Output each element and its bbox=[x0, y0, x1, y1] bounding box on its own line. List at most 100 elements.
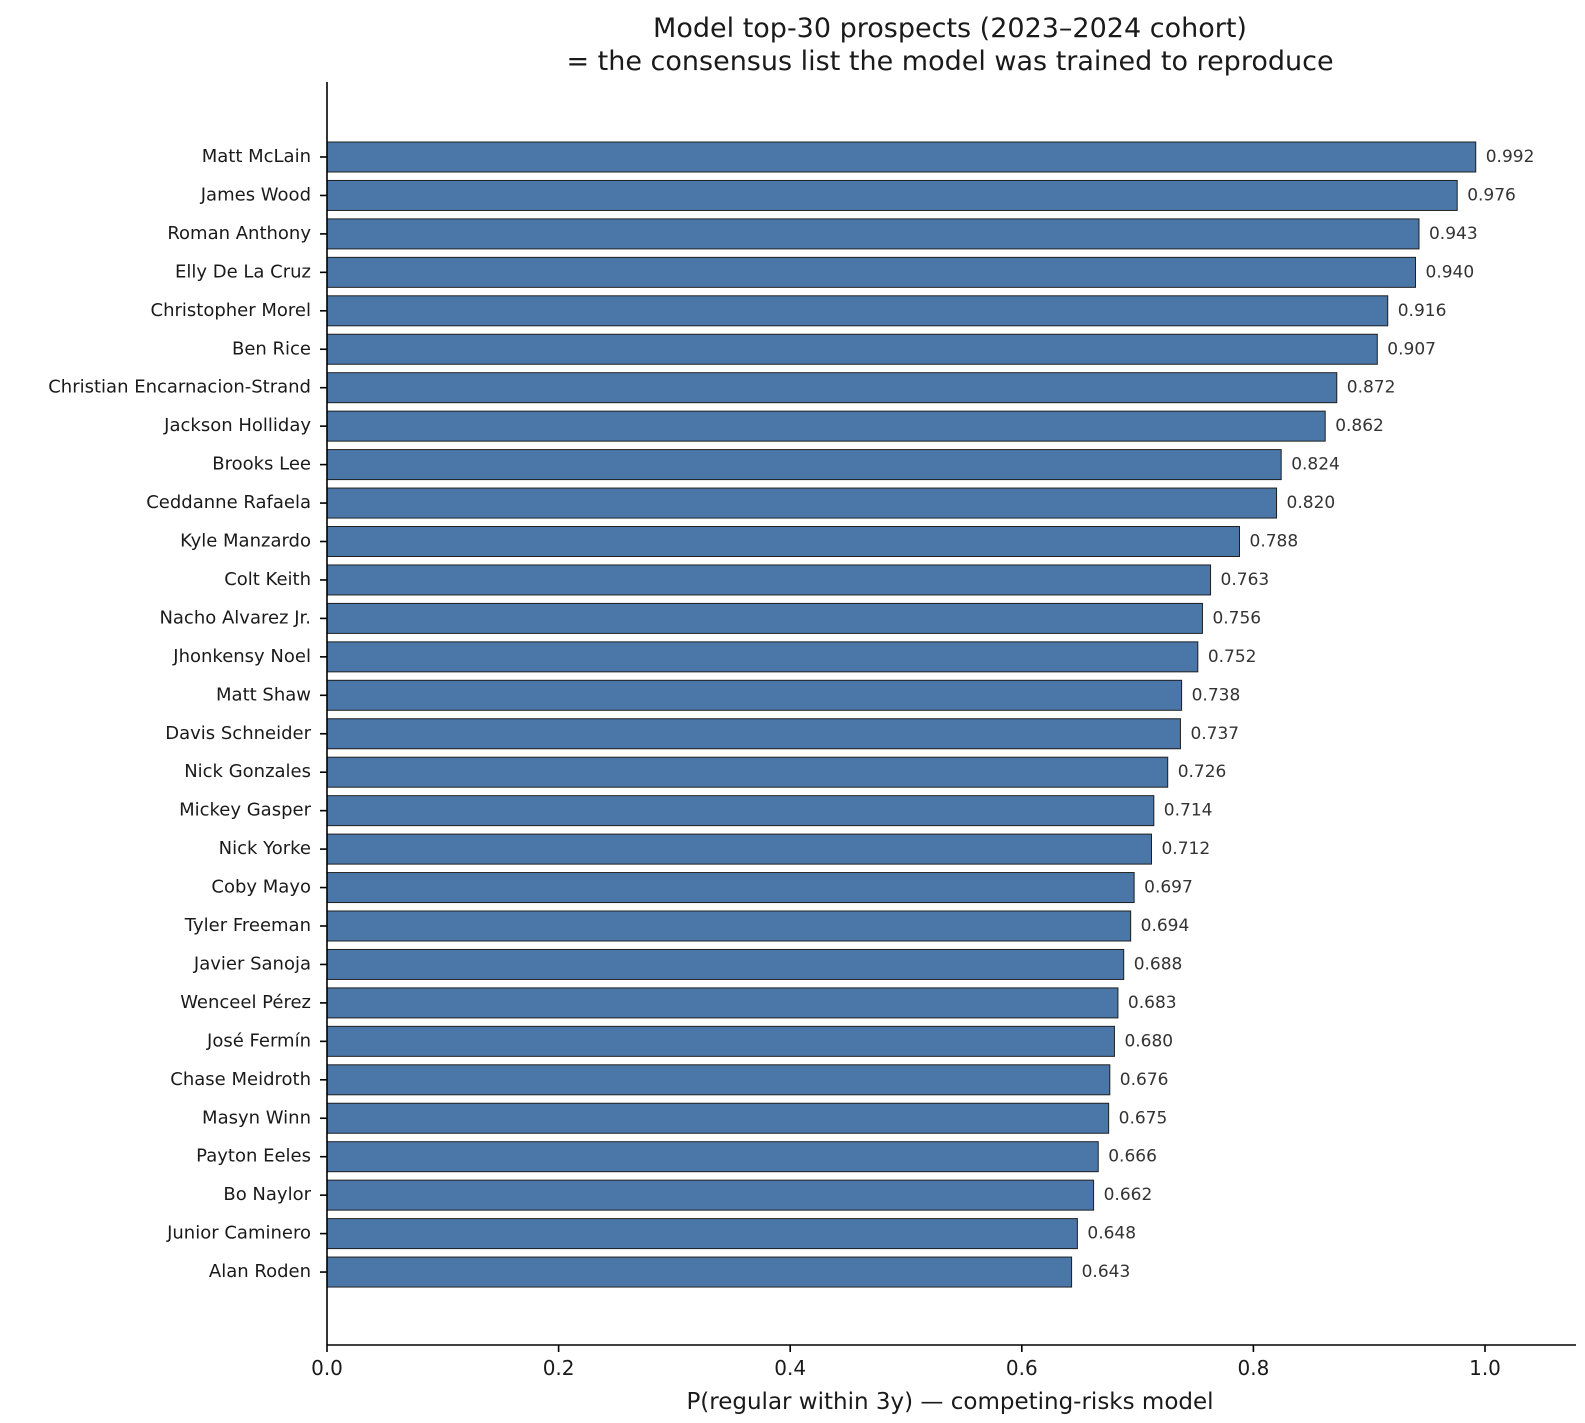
value-label: 0.737 bbox=[1190, 724, 1239, 744]
value-label: 0.907 bbox=[1387, 339, 1436, 359]
value-label: 0.943 bbox=[1429, 224, 1478, 244]
value-label: 0.916 bbox=[1398, 301, 1447, 321]
category-label: Ceddanne Rafaela bbox=[146, 492, 311, 513]
value-label: 0.872 bbox=[1347, 378, 1396, 398]
bar bbox=[326, 526, 1241, 557]
value-label: 0.714 bbox=[1164, 801, 1213, 821]
x-axis-ticks: 0.0 0.2 0.4 0.6 0.8 1.0 bbox=[311, 1345, 1501, 1380]
value-label-group: 0.992 0.976 0.943 0.940 0.916 0.907 0.872 0.862… bbox=[1082, 147, 1535, 1282]
bar bbox=[326, 295, 1389, 327]
x-tick-label: 0.4 bbox=[774, 1356, 806, 1380]
bar bbox=[326, 372, 1338, 404]
bar bbox=[326, 718, 1181, 750]
category-label: Tyler Freeman bbox=[184, 915, 311, 936]
value-label: 0.756 bbox=[1212, 608, 1261, 628]
bar bbox=[326, 987, 1119, 1019]
bar bbox=[326, 487, 1278, 519]
bar bbox=[326, 1025, 1115, 1057]
category-label: José Fermín bbox=[206, 1030, 311, 1051]
category-label: Chase Meidroth bbox=[170, 1069, 311, 1090]
bar bbox=[326, 410, 1326, 442]
value-label: 0.697 bbox=[1144, 878, 1193, 898]
category-label: Junior Caminero bbox=[166, 1223, 311, 1244]
category-label: Payton Eeles bbox=[196, 1146, 311, 1167]
bar bbox=[326, 218, 1420, 250]
value-label: 0.976 bbox=[1467, 185, 1516, 205]
value-label: 0.940 bbox=[1426, 262, 1475, 282]
x-tick-label: 0.6 bbox=[1006, 1356, 1038, 1380]
category-label: Nacho Alvarez Jr. bbox=[159, 607, 311, 628]
bar bbox=[326, 256, 1417, 288]
bar bbox=[326, 1064, 1111, 1096]
value-label: 0.676 bbox=[1120, 1070, 1169, 1090]
value-label: 0.820 bbox=[1287, 493, 1336, 513]
value-label: 0.712 bbox=[1161, 839, 1210, 859]
category-label: James Wood bbox=[200, 184, 311, 205]
category-label: Nick Yorke bbox=[219, 838, 311, 859]
value-label: 0.738 bbox=[1192, 685, 1241, 705]
category-label: Christopher Morel bbox=[151, 300, 311, 321]
bar bbox=[326, 795, 1155, 827]
category-label: Matt Shaw bbox=[216, 684, 311, 705]
category-label: Mickey Gasper bbox=[179, 800, 312, 821]
chart-title-line-1: Model top-30 prospects (2023–2024 cohort… bbox=[653, 13, 1247, 44]
bar bbox=[326, 1256, 1073, 1288]
value-label: 0.683 bbox=[1128, 993, 1177, 1013]
value-label: 0.752 bbox=[1208, 647, 1257, 667]
bar bbox=[326, 1218, 1078, 1250]
bar bbox=[326, 179, 1458, 211]
bar bbox=[326, 602, 1203, 634]
bar-group bbox=[326, 141, 1477, 1288]
category-label: Wenceel Pérez bbox=[180, 992, 311, 1013]
category-label: Ben Rice bbox=[232, 338, 311, 359]
category-label: Bo Naylor bbox=[223, 1184, 311, 1205]
category-label-group: Matt McLain James Wood Roman Anthony Elly D… bbox=[48, 146, 327, 1282]
value-label: 0.643 bbox=[1082, 1262, 1131, 1282]
category-label: Alan Roden bbox=[209, 1261, 311, 1282]
value-label: 0.788 bbox=[1250, 532, 1299, 552]
category-label: Jhonkensy Noel bbox=[172, 646, 311, 667]
category-label: Kyle Manzardo bbox=[180, 531, 311, 552]
category-label: Coby Mayo bbox=[211, 877, 311, 898]
category-label: Brooks Lee bbox=[212, 454, 311, 475]
x-tick-label: 0.0 bbox=[311, 1356, 343, 1380]
value-label: 0.992 bbox=[1486, 147, 1535, 167]
x-axis-label: P(regular within 3y) — competing-risks m… bbox=[686, 1389, 1213, 1415]
bar bbox=[326, 756, 1169, 788]
value-label: 0.726 bbox=[1178, 762, 1227, 782]
category-label: Colt Keith bbox=[224, 569, 311, 590]
category-label: Christian Encarnacion-Strand bbox=[48, 377, 311, 398]
value-label: 0.862 bbox=[1335, 416, 1384, 436]
value-label: 0.694 bbox=[1141, 916, 1190, 936]
bar bbox=[326, 833, 1152, 865]
x-tick-label: 0.2 bbox=[543, 1356, 575, 1380]
x-tick-label: 0.8 bbox=[1237, 1356, 1269, 1380]
value-label: 0.675 bbox=[1119, 1108, 1168, 1128]
category-label: Roman Anthony bbox=[167, 223, 311, 244]
x-tick-label: 1.0 bbox=[1469, 1356, 1501, 1380]
value-label: 0.680 bbox=[1124, 1031, 1173, 1051]
value-label: 0.662 bbox=[1104, 1185, 1153, 1205]
bar bbox=[326, 910, 1132, 942]
value-label: 0.666 bbox=[1108, 1147, 1157, 1167]
category-label: Davis Schneider bbox=[165, 723, 311, 744]
value-label: 0.824 bbox=[1291, 455, 1340, 475]
category-label: Javier Sanoja bbox=[193, 953, 311, 974]
category-label: Nick Gonzales bbox=[184, 761, 311, 782]
category-label: Masyn Winn bbox=[202, 1107, 311, 1128]
value-label: 0.648 bbox=[1087, 1224, 1136, 1244]
bar bbox=[326, 872, 1135, 904]
bar bbox=[326, 449, 1282, 481]
category-label: Jackson Holliday bbox=[163, 415, 311, 436]
bar bbox=[326, 1179, 1095, 1211]
bar bbox=[326, 641, 1199, 673]
bar bbox=[326, 333, 1378, 365]
value-label: 0.763 bbox=[1221, 570, 1270, 590]
bar bbox=[326, 1141, 1099, 1173]
bar bbox=[326, 141, 1477, 173]
chart-title-line-2: = the consensus list the model was train… bbox=[566, 46, 1333, 77]
bar bbox=[326, 679, 1183, 711]
bar bbox=[326, 948, 1125, 980]
bar bbox=[326, 1102, 1110, 1134]
